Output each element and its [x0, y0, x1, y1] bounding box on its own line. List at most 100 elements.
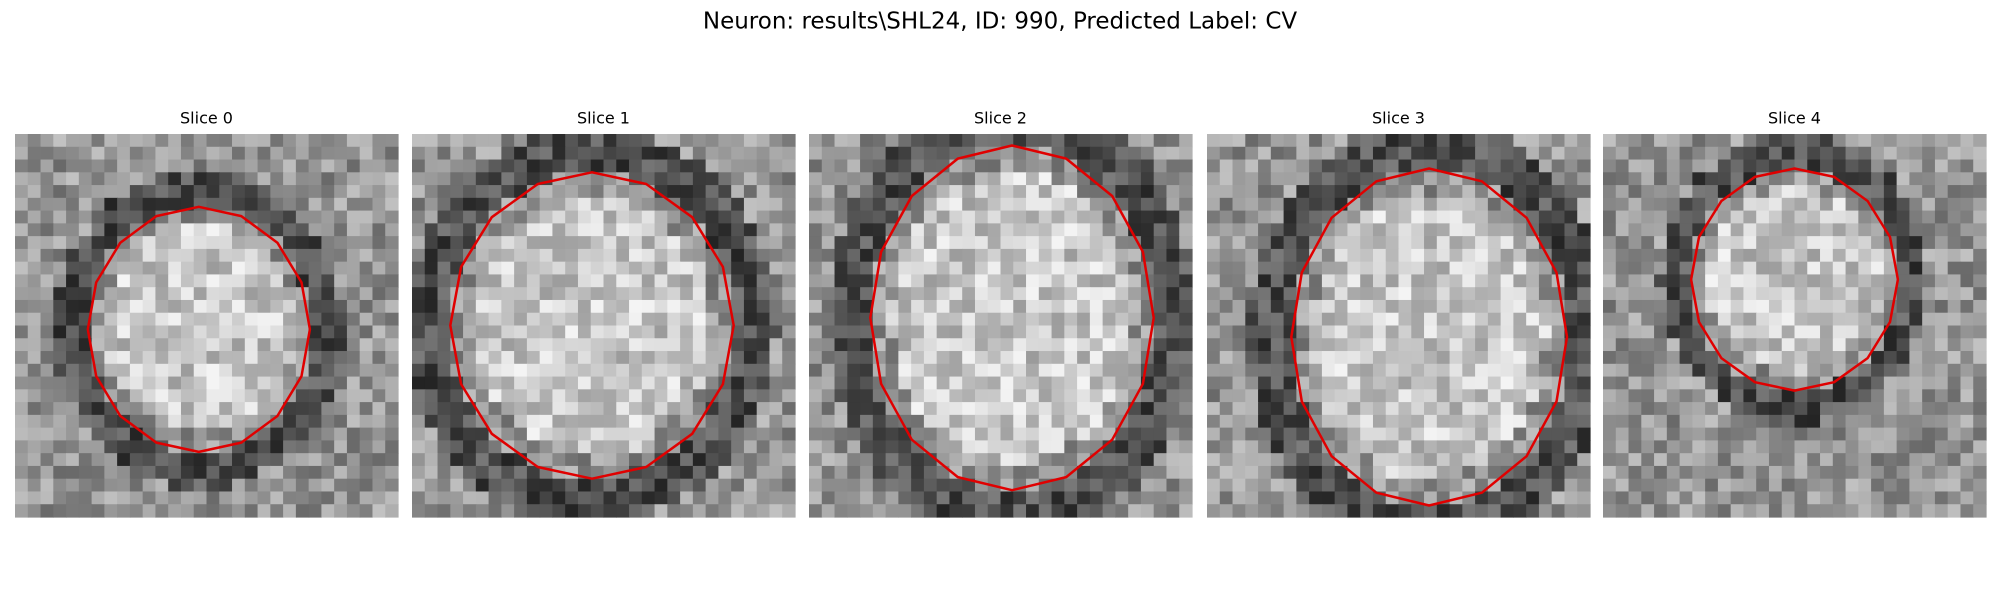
pixel: [1654, 440, 1668, 454]
pixel: [104, 159, 118, 173]
pixel: [1768, 210, 1783, 224]
pixel: [437, 440, 451, 454]
pixel: [193, 210, 208, 224]
pixel: [1245, 236, 1259, 250]
pixel: [1166, 351, 1180, 365]
pixel: [949, 299, 963, 314]
pixel: [565, 338, 579, 352]
pixel: [232, 478, 246, 493]
pixel: [718, 427, 732, 441]
pixel: [1871, 172, 1885, 186]
pixel: [1179, 338, 1193, 352]
pixel: [962, 414, 976, 429]
pixel: [244, 363, 259, 378]
pixel: [321, 376, 335, 390]
pixel: [66, 146, 80, 161]
pixel: [1296, 338, 1310, 352]
pixel: [334, 389, 348, 403]
pixel: [962, 185, 976, 199]
pixel: [193, 274, 208, 288]
pixel: [1296, 325, 1310, 339]
pixel: [1000, 389, 1014, 403]
pixel: [680, 389, 694, 403]
pixel: [1166, 376, 1180, 390]
pixel: [1603, 236, 1617, 250]
pixel: [1296, 197, 1310, 212]
pixel: [885, 312, 899, 327]
pixel: [53, 465, 67, 480]
pixel: [1641, 287, 1655, 301]
pixel: [359, 363, 374, 378]
pixel: [1641, 453, 1655, 467]
pixel: [27, 363, 42, 378]
pixel: [847, 172, 861, 186]
pixel: [616, 325, 630, 339]
pixel: [1372, 363, 1387, 378]
pixel: [1909, 248, 1923, 263]
pixel: [1973, 159, 1987, 173]
pixel: [1858, 248, 1872, 263]
pixel: [860, 465, 874, 480]
pixel: [756, 236, 771, 250]
pixel: [705, 491, 719, 505]
pixel: [718, 248, 732, 263]
pixel: [308, 363, 322, 378]
pixel: [219, 504, 233, 518]
pixel: [372, 465, 386, 480]
pixel: [1077, 453, 1091, 467]
pixel: [346, 338, 361, 352]
pixel: [1883, 427, 1898, 441]
pixel: [1436, 465, 1451, 480]
pixel: [66, 210, 80, 224]
pixel: [1577, 312, 1591, 327]
pixel: [962, 465, 976, 480]
pixel: [78, 159, 93, 173]
pixel: [219, 261, 233, 276]
pixel: [1807, 465, 1821, 480]
pixel: [1424, 351, 1438, 365]
pixel: [1973, 440, 1987, 454]
pixel: [1692, 363, 1706, 378]
pixel: [155, 402, 169, 416]
pixel: [1615, 261, 1630, 276]
pixel: [1436, 159, 1451, 173]
pixel: [142, 236, 157, 250]
pixel: [923, 465, 938, 480]
pixel: [463, 325, 477, 339]
pixel: [1411, 248, 1425, 263]
pixel: [949, 351, 963, 365]
pixel: [1717, 440, 1732, 454]
pixel: [1947, 504, 1962, 518]
pixel: [334, 146, 348, 161]
pixel: [743, 210, 758, 224]
pixel: [1922, 338, 1936, 352]
pixel: [1641, 478, 1655, 493]
pixel: [475, 351, 490, 365]
pixel: [1871, 134, 1885, 148]
pixel: [769, 197, 783, 212]
pixel: [731, 478, 745, 493]
pixel: [1871, 248, 1885, 263]
pixel: [412, 351, 426, 365]
pixel: [1372, 134, 1387, 148]
pixel: [1973, 338, 1987, 352]
pixel: [782, 491, 796, 505]
pixel: [1934, 261, 1949, 276]
pixel: [987, 210, 1002, 224]
pixel: [1871, 351, 1885, 365]
pixel: [565, 146, 579, 161]
pixel: [1245, 172, 1259, 186]
pixel: [885, 478, 899, 493]
pixel: [1615, 236, 1630, 250]
pixel: [180, 325, 195, 339]
pixel: [1462, 312, 1476, 327]
pixel: [1896, 248, 1910, 263]
pixel: [1603, 504, 1617, 518]
pixel: [40, 248, 54, 263]
pixel: [590, 351, 605, 365]
pixel: [346, 376, 361, 390]
pixel: [616, 504, 630, 518]
pixel: [1449, 504, 1463, 518]
pixel: [526, 427, 541, 441]
pixel: [424, 159, 439, 173]
